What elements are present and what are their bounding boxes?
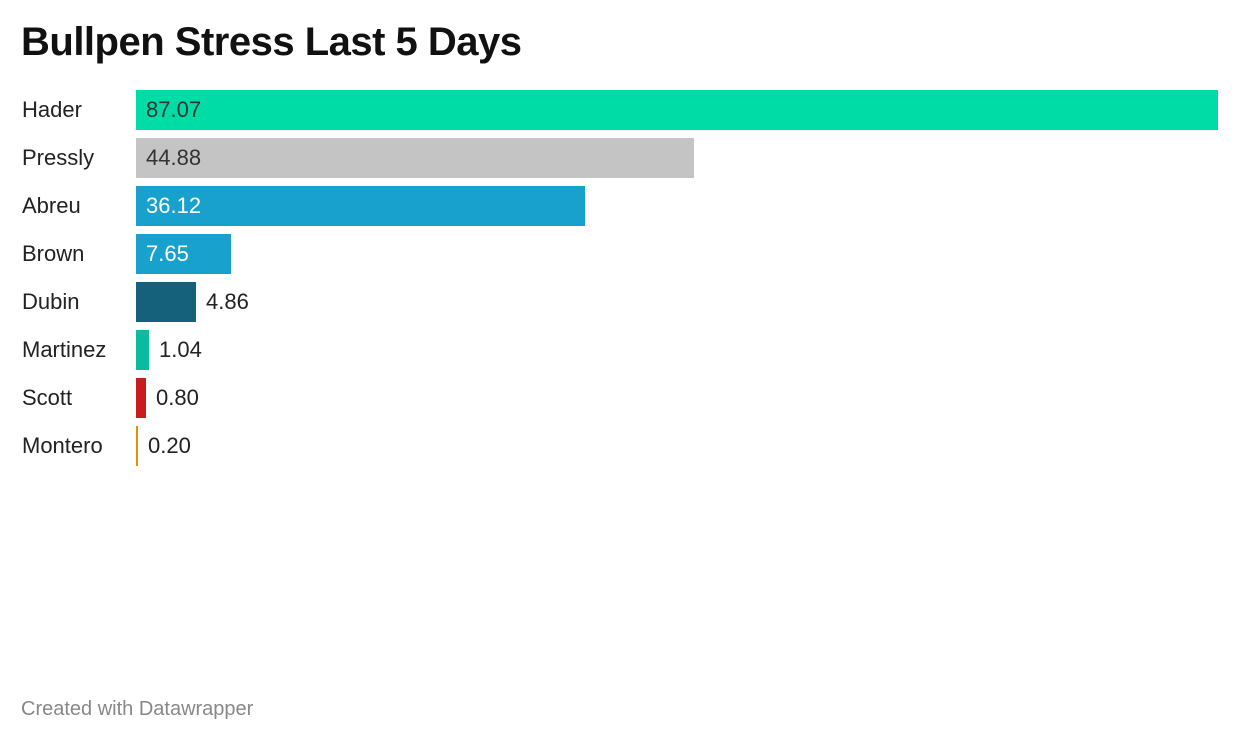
bar	[136, 426, 138, 466]
bar-row: Pressly 44.88	[0, 138, 1240, 178]
bar-row: Hader 87.07	[0, 90, 1240, 130]
category-label: Brown	[22, 241, 85, 266]
value-label: 1.04	[159, 337, 202, 362]
category-label: Pressly	[22, 145, 95, 170]
value-label: 4.86	[206, 289, 249, 314]
attribution-footer: Created with Datawrapper	[21, 698, 254, 720]
value-label: 87.07	[146, 97, 202, 122]
bar	[136, 90, 1218, 130]
category-label: Martinez	[22, 337, 107, 362]
category-label: Hader	[22, 97, 82, 122]
bar	[136, 186, 585, 226]
bar-row: Dubin 4.86	[0, 282, 1240, 322]
value-label: 7.65	[146, 241, 189, 266]
bar	[136, 330, 149, 370]
chart-title: Bullpen Stress Last 5 Days	[21, 20, 522, 64]
value-label: 44.88	[146, 145, 202, 170]
category-label: Dubin	[22, 289, 80, 314]
bar	[136, 234, 231, 274]
bar-row: Montero 0.20	[0, 426, 1240, 466]
value-label: 0.80	[156, 385, 199, 410]
category-label: Montero	[22, 433, 103, 458]
value-label: 0.20	[148, 433, 191, 458]
bar-row: Scott 0.80	[0, 378, 1240, 418]
category-label: Scott	[22, 385, 73, 410]
category-label: Abreu	[22, 193, 81, 218]
bar	[136, 282, 196, 322]
bar	[136, 138, 694, 178]
bar	[136, 378, 146, 418]
bar-row: Brown 7.65	[0, 234, 1240, 274]
bar-chart: Hader 87.07 Pressly 44.88 Abreu 36.12 Brown 7.6…	[0, 90, 1240, 480]
bar-row: Martinez 1.04	[0, 330, 1240, 370]
bar-row: Abreu 36.12	[0, 186, 1240, 226]
value-label: 36.12	[146, 193, 202, 218]
